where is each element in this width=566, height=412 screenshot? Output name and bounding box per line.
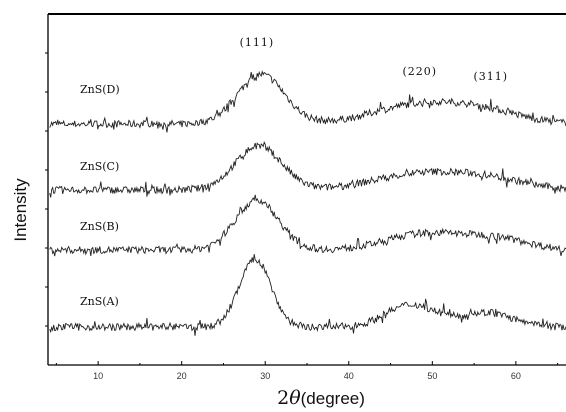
series-trace-ZnS(C) (49, 140, 566, 198)
x-tick-label: 50 (427, 371, 437, 381)
peak-label: (220) (402, 65, 437, 78)
x-tick-label: 10 (93, 371, 103, 381)
series-trace-ZnS(B) (49, 194, 566, 257)
series-trace-ZnS(A) (49, 254, 566, 336)
x-axis-label-suffix: (degree) (301, 389, 365, 408)
y-axis-label: Intensity (11, 178, 30, 242)
x-axis-label-prefix: 2 (277, 387, 289, 409)
x-tick-label: 30 (260, 371, 270, 381)
series-label: ZnS(A) (80, 295, 119, 308)
x-tick-label: 60 (511, 371, 521, 381)
series-label: ZnS(D) (80, 83, 120, 96)
series-trace-ZnS(D) (49, 70, 566, 133)
x-axis-label-symbol: θ (289, 387, 301, 409)
x-tick-label: 40 (344, 371, 354, 381)
x-axis-label: 2θ(degree) (277, 387, 365, 409)
peak-label: (111) (240, 36, 275, 49)
series-label: ZnS(C) (80, 160, 119, 173)
x-axis-ticks: 10 20 30 40 50 60 (55, 361, 559, 381)
label-group: ZnS(D) ZnS(C) ZnS(B) ZnS(A) (111) (220) (311) (80, 36, 509, 308)
series-label: ZnS(B) (80, 220, 119, 233)
x-tick-label: 20 (177, 371, 187, 381)
series-group (49, 70, 566, 336)
peak-label: (311) (474, 70, 509, 83)
